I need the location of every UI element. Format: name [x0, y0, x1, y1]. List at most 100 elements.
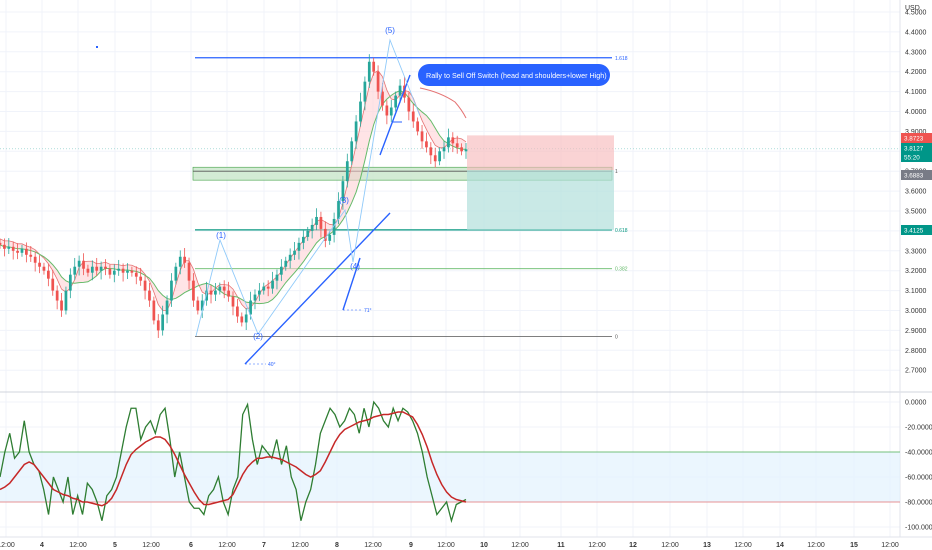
trendline-upper [379, 74, 411, 156]
candle-body [381, 91, 384, 106]
candle-body [328, 234, 332, 241]
candle-body [139, 276, 143, 281]
candle-body [196, 300, 200, 311]
price-tick-label: 3.5000 [905, 209, 927, 216]
candle-body [148, 290, 151, 301]
time-tick-label: 15 [850, 542, 858, 549]
candle-body [297, 242, 301, 251]
candle-body [16, 250, 19, 253]
candle-body [394, 95, 398, 108]
time-tick-label: 7 [262, 542, 266, 549]
osc-tick-label: 0.0000 [905, 400, 927, 407]
price-tag: 3.8127 [904, 146, 924, 153]
candle-body [95, 266, 99, 271]
candle-body [222, 286, 226, 291]
candle-body [411, 111, 415, 122]
candle-body [42, 266, 46, 271]
price-tick-label: 4.1000 [905, 89, 927, 96]
candle-body [200, 300, 204, 311]
time-tick-label: 12:00 [0, 542, 15, 549]
candle-body [367, 61, 371, 82]
time-tick-label: 12:00 [807, 542, 825, 549]
price-tag-bg [901, 143, 932, 153]
angle-label: 40° [268, 362, 276, 368]
annotation-callout[interactable]: Rally to Sell Off Switch (head and shoul… [418, 64, 610, 86]
candle-body [33, 256, 37, 263]
candle-body [11, 246, 15, 251]
candle-body [77, 260, 81, 267]
fib-label: 1.618 [615, 56, 628, 62]
candle-body [68, 274, 72, 291]
time-tick-label: 12:00 [881, 542, 899, 549]
time-tick-label: 12:00 [511, 542, 529, 549]
price-axis[interactable]: 4.5000 4.4000 4.3000 4.2000 4.1000 4.0000 3.90… [901, 10, 932, 532]
price-tag: 55:20 [904, 155, 920, 162]
price-tick-label: 4.0000 [905, 109, 927, 116]
candle-body [341, 181, 345, 202]
candle-body [284, 260, 288, 267]
candle-body [429, 147, 433, 156]
candle-body [354, 121, 358, 142]
osc-tick-label: -100.0000 [905, 525, 932, 532]
wave-path [195, 38, 421, 337]
time-tick-label: 12:00 [142, 542, 160, 549]
candle-body [398, 85, 402, 96]
candle-body [464, 149, 468, 152]
price-tick-label: 3.9000 [905, 129, 927, 136]
candle-body [407, 97, 411, 112]
candle-body [3, 244, 6, 249]
candle-body [345, 161, 349, 182]
candle-body [218, 286, 222, 291]
time-tick-label: 4 [40, 542, 44, 549]
stop-loss-zone [467, 135, 614, 171]
time-tick-label: 12:00 [437, 542, 455, 549]
annotation-text: Rally to Sell Off Switch (head and shoul… [426, 71, 607, 80]
candle-body [60, 300, 63, 311]
candle-body [126, 270, 129, 273]
time-axis[interactable]: 12:00 4 12:00 5 12:00 6 12:00 7 12:00 8 12:00 9 12:0… [0, 542, 899, 549]
price-tick-label: 3.1000 [905, 288, 927, 295]
candle-body [442, 147, 446, 152]
candle-body [310, 224, 314, 231]
time-tick-label: 12:00 [364, 542, 382, 549]
stoch-k-line [0, 400, 467, 524]
drawing-tools: (1) (2) (3) (4) (5) 40° 71° [96, 26, 467, 368]
trendline-steep [342, 257, 361, 311]
indicator-line-fast [0, 70, 467, 311]
price-tag-bg [901, 152, 932, 162]
candle-body [183, 256, 187, 263]
candle-body [29, 254, 33, 257]
candle-body [359, 101, 362, 122]
price-tick-label: 4.2000 [905, 69, 927, 76]
candle-body [0, 242, 2, 245]
osc-tick-label: -40.0000 [905, 450, 932, 457]
oscillator-band-fill [0, 452, 900, 502]
wave-label: (3) [339, 196, 349, 205]
candle-body [117, 268, 121, 271]
oscillator-bands [0, 451, 900, 503]
candle-body [55, 290, 59, 301]
candle-body [20, 248, 24, 253]
time-tick-label: 11 [557, 542, 565, 549]
price-tick-label: 2.8000 [905, 348, 927, 355]
candle-body [82, 260, 85, 269]
price-tag: 3.8723 [904, 136, 924, 143]
candle-body [240, 316, 244, 323]
candle-body [156, 320, 160, 331]
candle-body [64, 290, 68, 311]
price-tag-bg [901, 170, 932, 180]
price-tag-bg [901, 133, 932, 143]
candle-body [161, 314, 165, 331]
fib-label: 1 [615, 169, 618, 175]
candle-body [112, 270, 116, 275]
candle-body [319, 216, 323, 229]
candle-body [205, 290, 208, 301]
candlestick-series [0, 54, 468, 338]
short-position-box[interactable] [467, 135, 614, 230]
candle-body [306, 230, 310, 237]
candle-body [249, 300, 252, 315]
candle-body [275, 274, 279, 281]
candle-body [134, 272, 138, 277]
trendline-lower [244, 212, 391, 365]
